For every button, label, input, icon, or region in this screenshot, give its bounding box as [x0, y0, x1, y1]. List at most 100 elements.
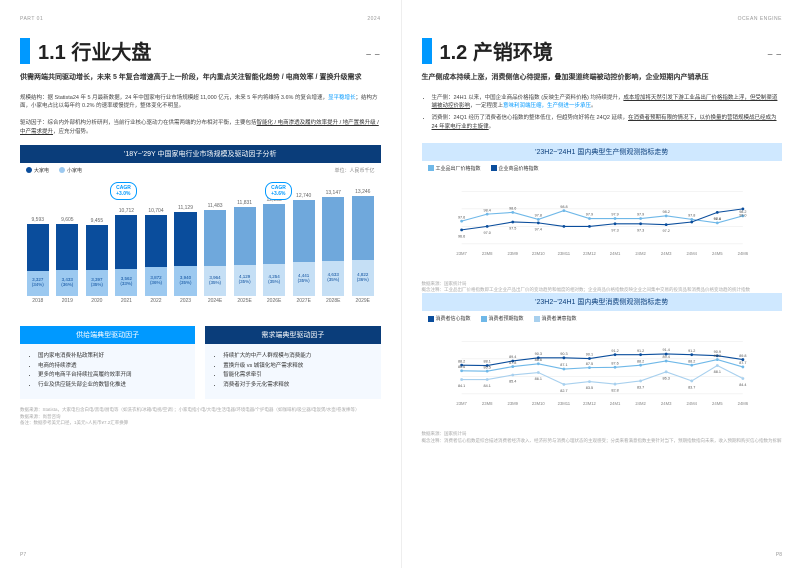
svg-text:89.8: 89.8	[739, 354, 746, 358]
svg-text:89.8: 89.8	[713, 354, 720, 358]
svg-text:98.6: 98.6	[713, 217, 720, 221]
right-header: OCEAN ENGINE	[422, 16, 783, 22]
bullet-2: 消费侧：24Q1 经历了消费者信心指数的整体低位，但趋势向好将在 24Q2 延续…	[432, 114, 783, 132]
chart-3-title: '23H2~'24H1 国内典型消费侧观测指标走势	[422, 293, 783, 311]
chart-1: '18Y~'29Y 中国家电行业市场规模及驱动因子分析 大家电 小家电 单位：人…	[20, 145, 381, 318]
svg-text:23M7: 23M7	[456, 251, 467, 256]
brand-label: OCEAN ENGINE	[738, 16, 782, 22]
page-number: P8	[776, 552, 782, 558]
driver-cards: 供给端典型驱动因子 国内家电消费补贴政策利好电商的持续渗透更多的电商平台持续拉高…	[20, 326, 381, 400]
svg-text:87.8: 87.8	[509, 361, 516, 365]
svg-text:90.1: 90.1	[585, 353, 592, 357]
svg-text:24M2: 24M2	[635, 251, 646, 256]
svg-text:23M9: 23M9	[507, 251, 518, 256]
blue-accent-bar	[20, 38, 30, 64]
supply-card: 供给端典型驱动因子 国内家电消费补贴政策利好电商的持续渗透更多的电商平台持续拉高…	[20, 326, 195, 400]
svg-text:24M4: 24M4	[686, 401, 697, 406]
svg-text:88.2: 88.2	[457, 360, 464, 364]
title-text: 1.2 产销环境	[440, 36, 553, 65]
svg-text:98.4: 98.4	[483, 208, 490, 212]
svg-text:97.4: 97.4	[534, 227, 541, 231]
section-title-1-2: 1.2 产销环境 _ _	[422, 36, 783, 65]
svg-text:88.2: 88.2	[688, 360, 695, 364]
svg-text:24M3: 24M3	[660, 401, 671, 406]
svg-text:23M8: 23M8	[481, 251, 492, 256]
svg-text:88.6: 88.6	[534, 358, 541, 362]
bar-chart-body: 9,5933,327(34%)20189,6053,433(36%)20199,…	[20, 178, 381, 318]
svg-text:24M5: 24M5	[712, 401, 723, 406]
svg-text:23M7: 23M7	[456, 401, 467, 406]
svg-text:24M5: 24M5	[712, 251, 723, 256]
svg-text:23M8: 23M8	[481, 401, 492, 406]
svg-text:86.3: 86.3	[662, 377, 669, 381]
svg-text:23M12: 23M12	[583, 251, 597, 256]
svg-text:97.2: 97.2	[662, 229, 669, 233]
svg-text:97.9: 97.9	[636, 212, 643, 216]
svg-text:23M9: 23M9	[507, 401, 518, 406]
svg-text:24M6: 24M6	[737, 251, 748, 256]
svg-text:97.8: 97.8	[688, 213, 695, 217]
source-3: 数据来源：国家统计局概念注释：消费者信心指数是综合描述消费者经济收入、经济形势与…	[422, 431, 783, 444]
svg-text:98.2: 98.2	[662, 210, 669, 214]
svg-text:82.8: 82.8	[611, 389, 618, 393]
blue-accent-bar	[422, 38, 432, 64]
chart-1-title: '18Y~'29Y 中国家电行业市场规模及驱动因子分析	[20, 145, 381, 163]
svg-text:91.2: 91.2	[688, 349, 695, 353]
svg-text:23M12: 23M12	[583, 401, 597, 406]
bullet-1: 生产侧：24H1 以来，中国企业商品价格指数 (反映生产资料价格) 均持续提升，…	[432, 94, 783, 112]
svg-text:24M3: 24M3	[660, 251, 671, 256]
svg-text:88.1: 88.1	[713, 370, 720, 374]
svg-text:24M1: 24M1	[609, 401, 620, 406]
svg-text:86.5: 86.5	[483, 366, 490, 370]
svg-text:89.4: 89.4	[509, 355, 516, 359]
svg-text:24M6: 24M6	[737, 401, 748, 406]
svg-text:88.2: 88.2	[636, 360, 643, 364]
svg-text:89.4: 89.4	[662, 355, 669, 359]
supply-card-title: 供给端典型驱动因子	[20, 326, 195, 344]
para-2: 驱动因子：综合内外部机构分析研判，当前行业核心驱动力在供需两端的分布相对平衡，主…	[20, 119, 381, 137]
source-left: 数据来源：Statista，大家电包含白电/黑电/厨电等（如洗衣机/冰箱/电视/…	[20, 407, 381, 426]
svg-text:91.2: 91.2	[611, 349, 618, 353]
svg-text:97.3: 97.3	[636, 228, 643, 232]
line-chart-3: 88.288.189.490.390.390.191.291.291.491.2…	[422, 326, 783, 421]
para-1: 规模结构：据 Statista24 年 5 月最新数据，24 年中国家电行业市场…	[20, 94, 381, 112]
svg-text:86.1: 86.1	[534, 377, 541, 381]
section-title-1-1: 1.1 行业大盘 _ _	[20, 36, 381, 65]
page-number: P7	[20, 552, 26, 558]
svg-text:83.7: 83.7	[636, 386, 643, 390]
demand-card: 需求端典型驱动因子 持续扩大的中产人群规模与消费能力置换升级 vs 城镇化地产需…	[205, 326, 380, 400]
chart-2-legend: 工业品出厂价格指数 企业商品价格指数	[422, 161, 783, 176]
svg-text:87.6: 87.6	[611, 362, 618, 366]
svg-text:85.4: 85.4	[509, 380, 516, 384]
svg-text:91.4: 91.4	[662, 348, 669, 352]
decorative-dots: _ _	[768, 46, 782, 55]
svg-text:97.8: 97.8	[534, 213, 541, 217]
svg-text:98.6: 98.6	[509, 206, 516, 210]
svg-text:83.5: 83.5	[585, 386, 592, 390]
source-2: 数据来源：国家统计局概念注释：工业品出厂价格指数即工业企业产品出厂价的变动趋势和…	[422, 281, 783, 294]
svg-text:83.7: 83.7	[688, 386, 695, 390]
svg-text:87.1: 87.1	[560, 363, 567, 367]
summary-text: 生产侧成本持续上涨，消费侧信心待提振，叠加渠道终端被动控价影响，企业短期内产销承…	[422, 73, 783, 84]
supply-list: 国内家电消费补贴政策利好电商的持续渗透更多的电商平台持续拉高履约效率开阔行业及供…	[20, 344, 195, 400]
svg-text:24M4: 24M4	[686, 251, 697, 256]
svg-text:97.9: 97.9	[585, 212, 592, 216]
right-page: OCEAN ENGINE 1.2 产销环境 _ _ 生产侧成本持续上涨，消费侧信…	[402, 0, 802, 568]
chart-3: '23H2~'24H1 国内典型消费侧观测指标走势 消费者信心指数 消费者预期指…	[422, 293, 783, 421]
svg-text:97.6: 97.6	[457, 215, 464, 219]
svg-text:24M1: 24M1	[609, 251, 620, 256]
svg-text:23M11: 23M11	[557, 251, 570, 256]
svg-text:24M2: 24M2	[635, 401, 646, 406]
svg-text:82.7: 82.7	[560, 389, 567, 393]
demand-card-title: 需求端典型驱动因子	[205, 326, 380, 344]
year-label: 2024	[367, 16, 380, 22]
svg-text:90.3: 90.3	[534, 352, 541, 356]
svg-text:98.8: 98.8	[560, 205, 567, 209]
svg-text:87.5: 87.5	[585, 362, 592, 366]
svg-text:23M10: 23M10	[531, 401, 545, 406]
svg-text:87.7: 87.7	[739, 361, 746, 365]
decorative-dots: _ _	[366, 46, 380, 55]
chart-1-legend: 大家电 小家电 单位：人民币千亿	[20, 163, 381, 178]
demand-list: 持续扩大的中产人群规模与消费能力置换升级 vs 城镇化地产需求释放智能化需求牵引…	[205, 344, 380, 400]
svg-text:88.1: 88.1	[483, 360, 490, 364]
